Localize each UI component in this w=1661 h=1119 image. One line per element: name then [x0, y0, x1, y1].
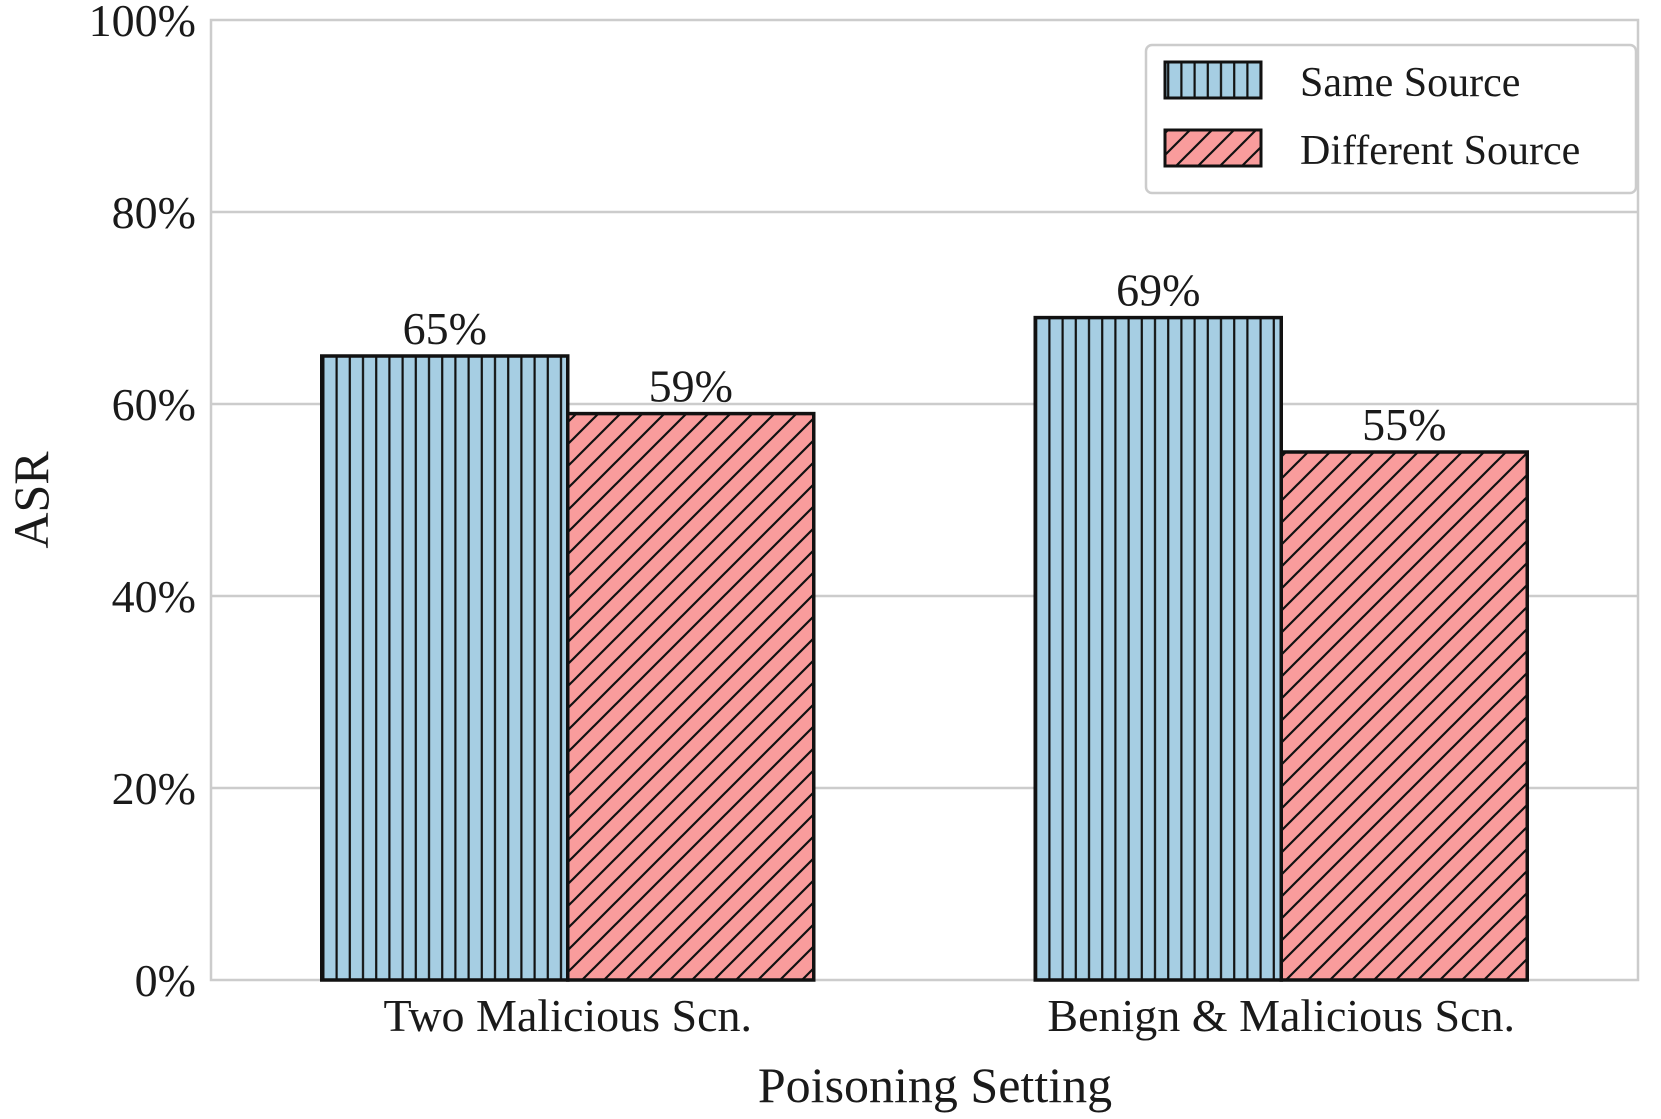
- x-axis-label: Poisoning Setting: [758, 1057, 1112, 1113]
- legend-item-different-source: Different Source: [1163, 128, 1580, 174]
- bar-same-source: [1033, 315, 1283, 982]
- y-tick-label: 100%: [89, 0, 196, 46]
- bar-different-source: [1279, 450, 1529, 982]
- x-tick-label: Benign & Malicious Scn.: [1047, 990, 1515, 1041]
- y-axis-label: ASR: [3, 451, 59, 549]
- legend-swatch-same-source: [1163, 60, 1263, 100]
- legend-swatch-different-source: [1163, 128, 1263, 168]
- legend-label-same-source: Same Source: [1300, 60, 1520, 106]
- bar-different-source: [566, 411, 816, 982]
- x-tick-labels: Two Malicious Scn. Benign & Malicious Scn…: [383, 990, 1515, 1041]
- legend-label-different-source: Different Source: [1300, 128, 1580, 174]
- y-tick-label: 20%: [112, 763, 196, 814]
- bars: [320, 315, 1529, 982]
- legend: Same Source Different Source: [1144, 43, 1638, 195]
- y-tick-label: 40%: [112, 571, 196, 622]
- bar-same-source: [320, 354, 570, 982]
- bar-value-label: 55%: [1362, 399, 1446, 450]
- y-tick-label: 0%: [135, 955, 196, 1006]
- bar-value-label: 65%: [403, 303, 487, 354]
- y-tick-label: 80%: [112, 187, 196, 238]
- legend-item-same-source: Same Source: [1163, 60, 1520, 106]
- y-tick-label: 60%: [112, 379, 196, 430]
- y-tick-labels: 0% 20% 40% 60% 80% 100%: [89, 0, 196, 1006]
- bar-value-labels: 65% 59% 69% 55%: [403, 265, 1447, 450]
- plot-frame: [209, 18, 1640, 982]
- x-tick-label: Two Malicious Scn.: [383, 990, 752, 1041]
- bar-value-label: 69%: [1116, 265, 1200, 316]
- bar-value-label: 59%: [649, 361, 733, 412]
- legend-box: [1144, 43, 1638, 195]
